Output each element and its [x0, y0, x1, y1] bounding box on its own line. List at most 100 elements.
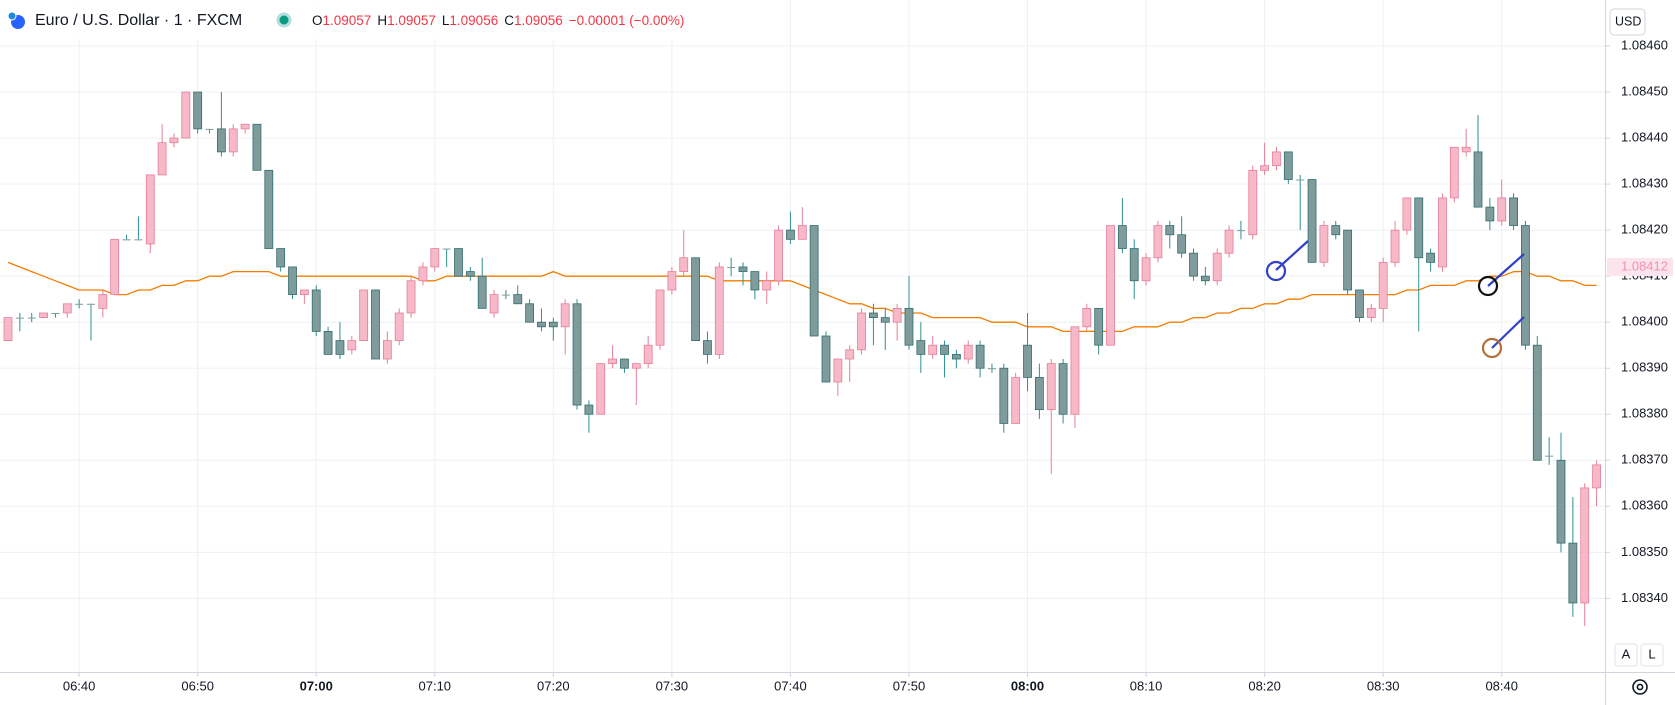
- candle-body: [774, 229, 783, 282]
- candle-body: [62, 303, 72, 314]
- ohlc-key: H: [377, 13, 387, 28]
- y-tick-label: 1.08460: [1621, 37, 1668, 52]
- x-tick-label: 07:00: [300, 678, 333, 693]
- ohlc-value: 1.09057: [387, 13, 436, 28]
- candle-body: [501, 294, 510, 296]
- candle-body: [98, 294, 108, 309]
- candle-body: [181, 91, 191, 139]
- candle-body: [27, 317, 36, 319]
- candle-body: [15, 317, 24, 319]
- candle-body: [347, 340, 357, 351]
- candle-body: [1485, 206, 1495, 222]
- x-tick-label: 08:00: [1011, 678, 1044, 693]
- auto-scale-label[interactable]: A: [1622, 646, 1631, 661]
- candle-body: [1414, 197, 1424, 259]
- candle-body: [157, 142, 167, 176]
- candle-body: [513, 294, 523, 305]
- candle-body: [299, 289, 309, 295]
- y-tick-label: 1.08350: [1621, 544, 1668, 559]
- y-tick-label: 1.08450: [1621, 83, 1668, 98]
- candle-body: [1023, 344, 1032, 378]
- auto-scale-button[interactable]: [1614, 643, 1638, 667]
- candle-body: [1094, 307, 1104, 346]
- candle-body: [928, 344, 938, 355]
- candle-body: [122, 239, 131, 241]
- candle-body: [525, 303, 535, 323]
- candle-body: [1473, 151, 1483, 208]
- candle-body: [216, 128, 226, 153]
- candle-body: [134, 239, 143, 241]
- log-scale-label[interactable]: L: [1648, 646, 1655, 661]
- candle-body: [940, 344, 949, 355]
- candle-body: [999, 367, 1009, 424]
- candle-body: [382, 340, 392, 360]
- candle-body: [252, 123, 262, 171]
- ohlc-key: C: [504, 13, 514, 28]
- symbol-icon: [7, 11, 25, 29]
- candle-body: [727, 266, 736, 268]
- candle-body: [679, 257, 689, 272]
- axes: 1.08460 1.08450 1.08440 1.08430 1.08420 1.084…: [63, 37, 1673, 693]
- candle-body: [738, 266, 748, 272]
- marker-circle: [1265, 260, 1287, 282]
- candle-body: [145, 174, 155, 245]
- candle-body: [1449, 146, 1459, 199]
- candle-body: [655, 289, 665, 346]
- candle-body: [786, 229, 795, 240]
- candle-body: [596, 363, 606, 415]
- candle-body: [1343, 229, 1353, 291]
- y-tick-label: 1.08360: [1621, 498, 1668, 513]
- candle-body: [1224, 229, 1234, 254]
- candle-body: [1106, 225, 1115, 346]
- candle-body: [1521, 225, 1530, 346]
- candle-body: [1355, 289, 1364, 318]
- y-tick-label: 1.08370: [1621, 452, 1668, 467]
- candle-body: [1366, 307, 1376, 318]
- symbol-title: Euro / U.S. Dollar · 1 · FXCM: [35, 12, 242, 29]
- candle-body: [359, 289, 369, 342]
- candle-body: [1046, 363, 1056, 411]
- candle-body: [608, 358, 618, 365]
- candle-body: [1509, 197, 1518, 226]
- candle-body: [1426, 252, 1435, 263]
- candle-body: [845, 349, 855, 360]
- market-status: [276, 12, 292, 28]
- candle-body: [39, 312, 48, 318]
- grid: [0, 0, 1605, 672]
- candle-body: [1177, 234, 1187, 254]
- price-label-box: [1607, 257, 1673, 276]
- log-scale-button[interactable]: [1640, 643, 1664, 667]
- candle-body: [1545, 455, 1554, 457]
- marker-circle: [1477, 275, 1499, 297]
- candle-body: [335, 340, 345, 355]
- candle-body: [1461, 146, 1471, 153]
- candle-body: [560, 303, 570, 328]
- drawings: [1265, 240, 1525, 359]
- candle-body: [1568, 542, 1578, 604]
- candle-body: [821, 335, 831, 383]
- candle-body: [442, 248, 451, 250]
- y-tick-label: 1.08430: [1621, 176, 1668, 191]
- ohlc-value: 1.09057: [323, 13, 372, 28]
- x-tick-label: 07:40: [774, 678, 807, 693]
- candle-body: [1556, 459, 1566, 544]
- candle-body: [1236, 230, 1245, 232]
- candle-body: [691, 257, 700, 342]
- currency-label[interactable]: USD: [1615, 14, 1641, 28]
- candle-body: [916, 340, 926, 355]
- candle-body: [394, 312, 404, 342]
- header-bg: [0, 0, 720, 40]
- candle-body: [465, 271, 475, 277]
- x-tick-label: 08:40: [1485, 678, 1518, 693]
- candle-body: [809, 225, 819, 337]
- candle-body: [1212, 252, 1222, 282]
- candle-body: [952, 354, 961, 360]
- candle-body: [1260, 165, 1270, 171]
- candle-body: [276, 248, 286, 268]
- x-tick-label: 07:30: [656, 678, 689, 693]
- candle-body: [750, 271, 760, 291]
- y-tick-label: 1.08440: [1621, 130, 1668, 145]
- currency-button[interactable]: [1609, 8, 1646, 36]
- settings-button[interactable]: [1632, 679, 1648, 695]
